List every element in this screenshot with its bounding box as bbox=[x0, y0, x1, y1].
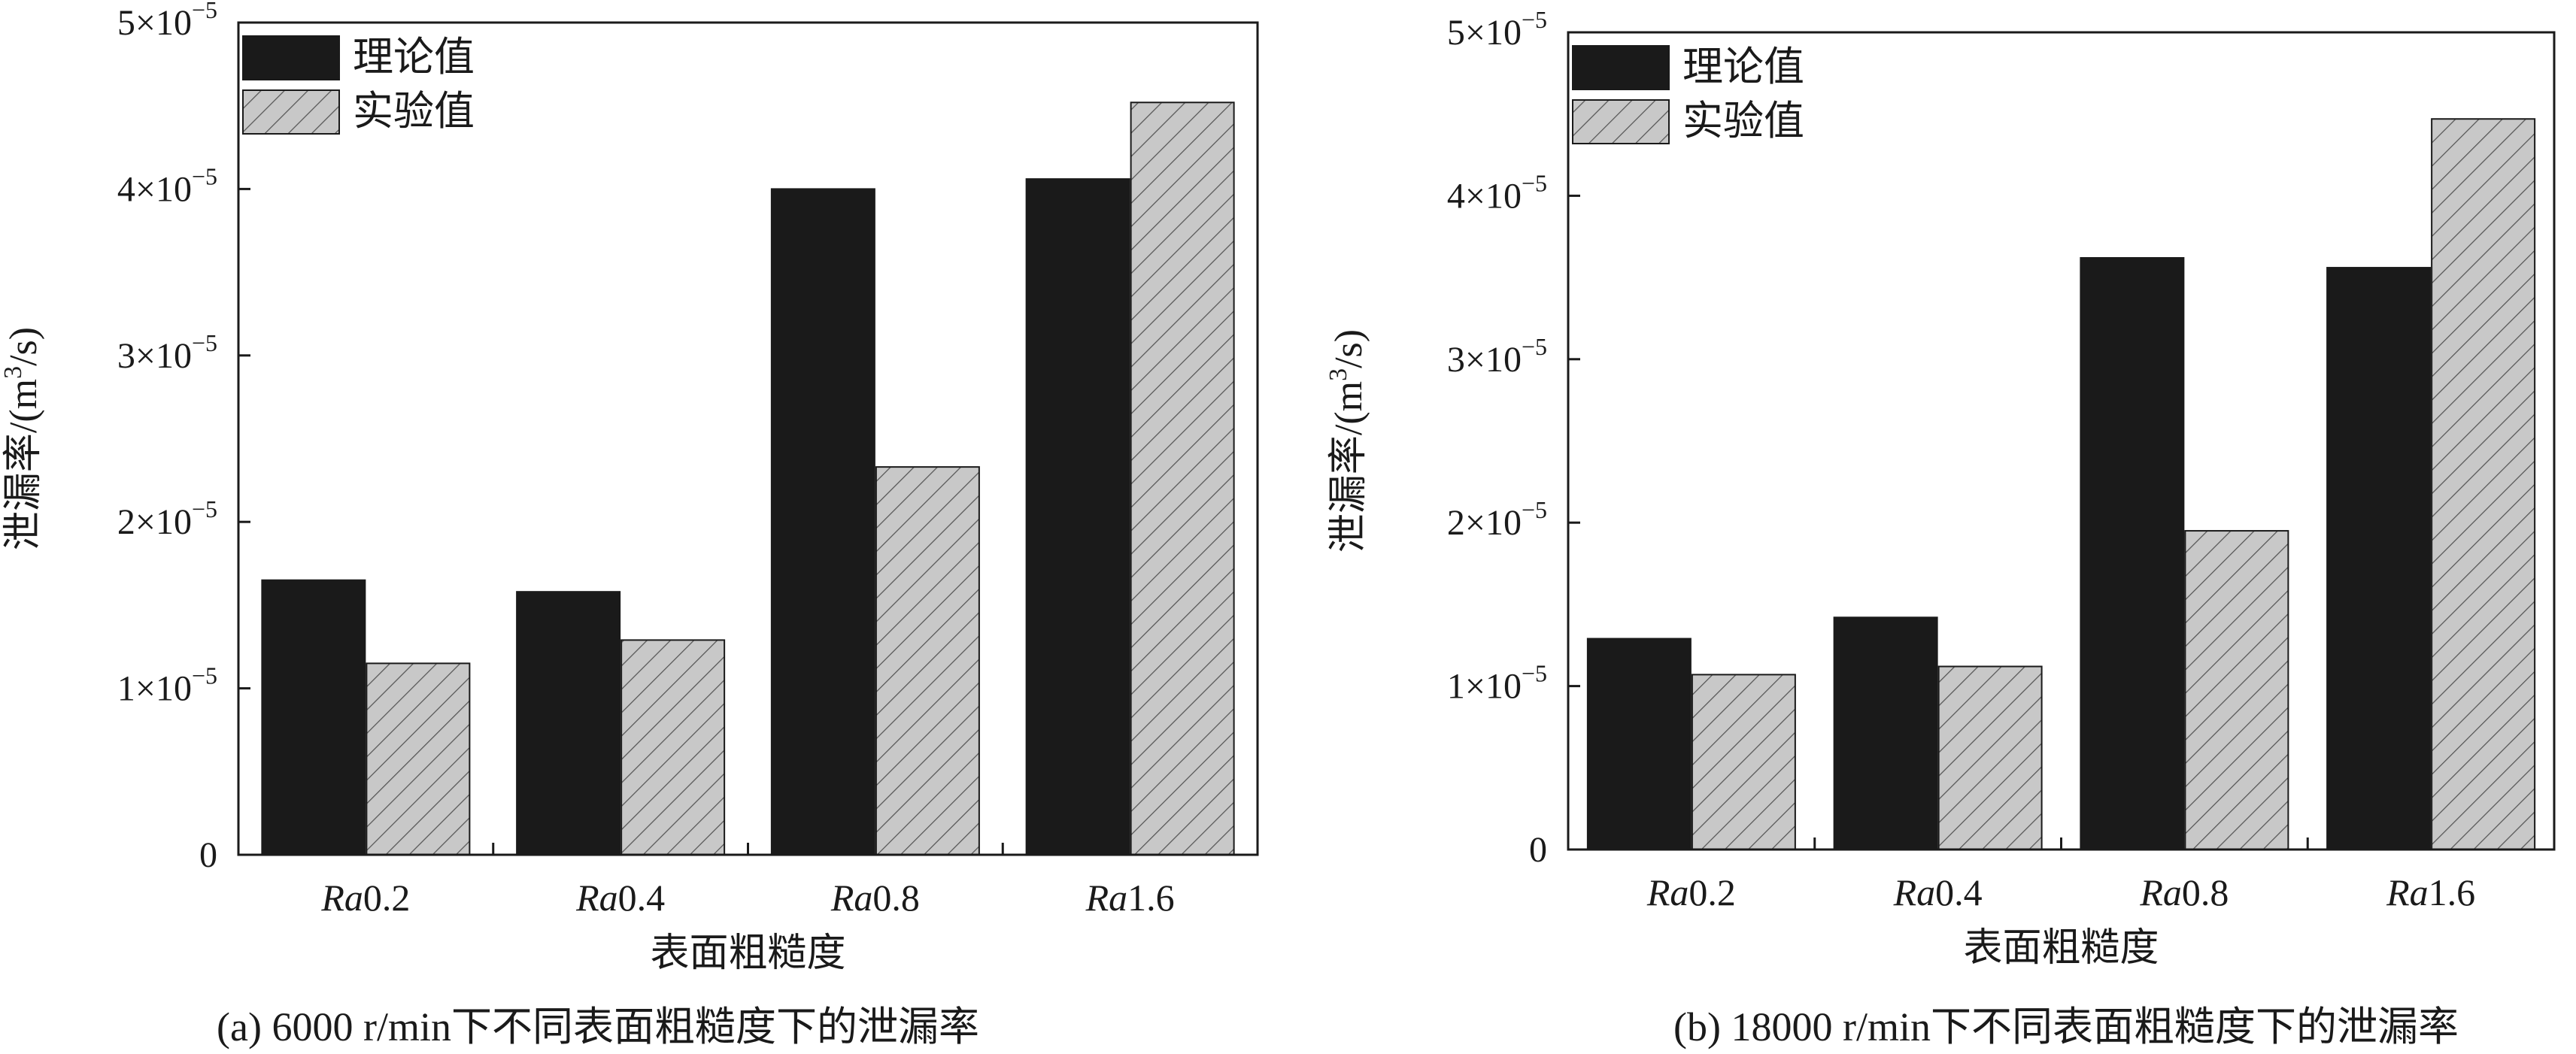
panel-a-x-tick-value: 0.8 bbox=[872, 877, 920, 919]
panel-b-x-tick-value: 0.2 bbox=[1689, 871, 1736, 913]
panel-a-y-tick-label: 1×10−5 bbox=[117, 662, 217, 709]
panel-b-legend-label-theory: 理论值 bbox=[1682, 44, 1804, 89]
panel-b-y-tick-label: 0 bbox=[1529, 830, 1547, 870]
panel-a-y-axis-title-end: /s) bbox=[2, 327, 45, 366]
panel-b-x-tick-value: 1.6 bbox=[2429, 871, 2476, 913]
panel-a-y-axis-title-main: 泄漏率/(m bbox=[2, 379, 45, 550]
panel-a-y-tick-label: 3×10−5 bbox=[117, 329, 217, 376]
panel-a-bar-experiment-1 bbox=[620, 639, 726, 856]
panel-a-y-tick-base: 5×10 bbox=[117, 3, 192, 43]
panel-b-x-tick-italic: Ra bbox=[1646, 871, 1689, 913]
panel-b-legend-swatch-theory bbox=[1572, 45, 1670, 90]
panel-a-y-tick-label: 0 bbox=[199, 835, 217, 875]
panel-a-x-tick-value: 0.4 bbox=[618, 877, 666, 919]
panel-a-y-tick-base: 2×10 bbox=[117, 502, 192, 542]
panel-b-legend-label-experiment: 实验值 bbox=[1682, 98, 1804, 144]
panel-b-y-axis-title-main: 泄漏率/(m bbox=[1327, 381, 1370, 553]
panel-a-bar-theory-2 bbox=[770, 188, 875, 856]
panel-a-x-tick-italic: Ra bbox=[320, 877, 363, 919]
panel-b-caption: (b) 18000 r/min下不同表面粗糙度下的泄漏率 bbox=[1673, 1004, 2459, 1049]
panel-b-x-tick-italic: Ra bbox=[2139, 871, 2182, 913]
panel-a-x-tick-italic: Ra bbox=[830, 877, 873, 919]
panel-a-y-tick-exponent: −5 bbox=[192, 329, 217, 356]
panel-b-bar-experiment-0 bbox=[1691, 674, 1796, 851]
panel-a-legend-swatch-experiment bbox=[242, 89, 340, 135]
panel-b-y-tick-label: 1×10−5 bbox=[1447, 660, 1547, 707]
panel-b-y-tick-exponent: −5 bbox=[1522, 6, 1547, 33]
panel-b-x-tick-label: Ra0.8 bbox=[2139, 871, 2229, 913]
panel-a-x-tick-label: Ra0.2 bbox=[320, 877, 410, 919]
panel-b-bar-experiment-1 bbox=[1937, 665, 2043, 851]
panel-a-x-tick-label: Ra0.4 bbox=[575, 877, 665, 919]
panel-b-y-tick-label: 4×10−5 bbox=[1447, 169, 1547, 216]
panel-a-y-tick-base: 4×10 bbox=[117, 169, 192, 209]
panel-b-y-tick-exponent: −5 bbox=[1522, 660, 1547, 687]
panel-a-caption: (a) 6000 r/min下不同表面粗糙度下的泄漏率 bbox=[217, 1004, 979, 1049]
panel-b-x-tick-value: 0.4 bbox=[1935, 871, 1983, 913]
panel-a-y-tick-base: 3×10 bbox=[117, 336, 192, 376]
panel-a-y-tick-exponent: −5 bbox=[192, 162, 217, 189]
panel-a-bar-theory-1 bbox=[516, 591, 621, 856]
panel-b-y-axis-title-sup: 3 bbox=[1324, 368, 1352, 381]
panel-a-x-tick-value: 1.6 bbox=[1127, 877, 1175, 919]
panel-b-x-tick-label: Ra0.2 bbox=[1646, 871, 1736, 913]
panel-a-bar-theory-3 bbox=[1025, 178, 1130, 856]
panel-a-x-tick-value: 0.2 bbox=[363, 877, 411, 919]
panel-b-bar-theory-3 bbox=[2326, 267, 2432, 850]
panel-b-bar-experiment-2 bbox=[2184, 530, 2289, 850]
panel-b-y-axis-title: 泄漏率/(m3/s) bbox=[1324, 329, 1370, 553]
panel-a-y-axis-title: 泄漏率/(m3/s) bbox=[0, 327, 45, 550]
panel-a-bar-experiment-0 bbox=[366, 662, 471, 856]
panel-b-x-tick-label: Ra0.4 bbox=[1893, 871, 1983, 913]
panel-b-y-tick-label: 2×10−5 bbox=[1447, 496, 1547, 543]
panel-a-y-axis-title-sup: 3 bbox=[0, 366, 27, 379]
panel-a-legend-label-theory: 理论值 bbox=[353, 35, 475, 80]
panel-b-bar-experiment-3 bbox=[2431, 118, 2536, 851]
panel-a-x-tick-label: Ra1.6 bbox=[1085, 877, 1175, 919]
panel-a-x-tick-italic: Ra bbox=[575, 877, 618, 919]
panel-b-y-tick-base: 5×10 bbox=[1447, 13, 1522, 53]
panel-a-bar-experiment-2 bbox=[875, 466, 980, 856]
panel-a-x-axis-title: 表面粗糙度 bbox=[650, 932, 845, 975]
panel-a-x-tick-label: Ra0.8 bbox=[830, 877, 920, 919]
panel-b-y-tick-label: 3×10−5 bbox=[1447, 333, 1547, 380]
panel-b-y-tick-base: 4×10 bbox=[1447, 176, 1522, 216]
panel-b-y-tick-base: 2×10 bbox=[1447, 503, 1522, 543]
panel-b-x-tick-value: 0.8 bbox=[2182, 871, 2229, 913]
panel-a-y-tick-exponent: −5 bbox=[192, 662, 217, 689]
panel-b-x-tick-label: Ra1.6 bbox=[2386, 871, 2475, 913]
panel-b-y-tick-base: 1×10 bbox=[1447, 667, 1522, 707]
panel-a-bar-experiment-3 bbox=[1130, 101, 1235, 856]
panel-b-y-tick-exponent: −5 bbox=[1522, 496, 1547, 523]
panel-a-bar-theory-0 bbox=[261, 579, 366, 856]
panel-b-bar-theory-1 bbox=[1833, 616, 1938, 850]
panel-b-x-axis-title: 表面粗糙度 bbox=[1963, 927, 2159, 970]
panel-a-y-tick-exponent: −5 bbox=[192, 495, 217, 522]
panel-a-legend-label-experiment: 实验值 bbox=[353, 89, 475, 134]
panel-b-x-tick-italic: Ra bbox=[2386, 871, 2429, 913]
panel-b-y-tick-exponent: −5 bbox=[1522, 333, 1547, 360]
panel-a-y-tick-base: 0 bbox=[199, 835, 217, 875]
panel-b-bar-theory-0 bbox=[1586, 638, 1692, 851]
panel-b-bar-theory-2 bbox=[2080, 257, 2185, 850]
panel-b-y-tick-base: 0 bbox=[1529, 830, 1547, 870]
panel-a-y-tick-label: 2×10−5 bbox=[117, 495, 217, 542]
panel-b-y-tick-label: 5×10−5 bbox=[1447, 6, 1547, 53]
panel-a-y-tick-base: 1×10 bbox=[117, 669, 192, 709]
panel-b-legend-swatch-experiment bbox=[1572, 99, 1670, 144]
panel-b-y-axis-title-end: /s) bbox=[1327, 329, 1370, 368]
panel-a-y-tick-label: 4×10−5 bbox=[117, 162, 217, 209]
panel-b-y-tick-exponent: −5 bbox=[1522, 169, 1547, 196]
panel-b-x-tick-italic: Ra bbox=[1893, 871, 1936, 913]
panel-b-y-tick-base: 3×10 bbox=[1447, 340, 1522, 380]
panel-a-y-tick-exponent: −5 bbox=[192, 0, 217, 23]
panel-a-legend-swatch-theory bbox=[242, 35, 340, 80]
panel-a-x-tick-italic: Ra bbox=[1085, 877, 1128, 919]
panel-a-y-tick-label: 5×10−5 bbox=[117, 0, 217, 43]
